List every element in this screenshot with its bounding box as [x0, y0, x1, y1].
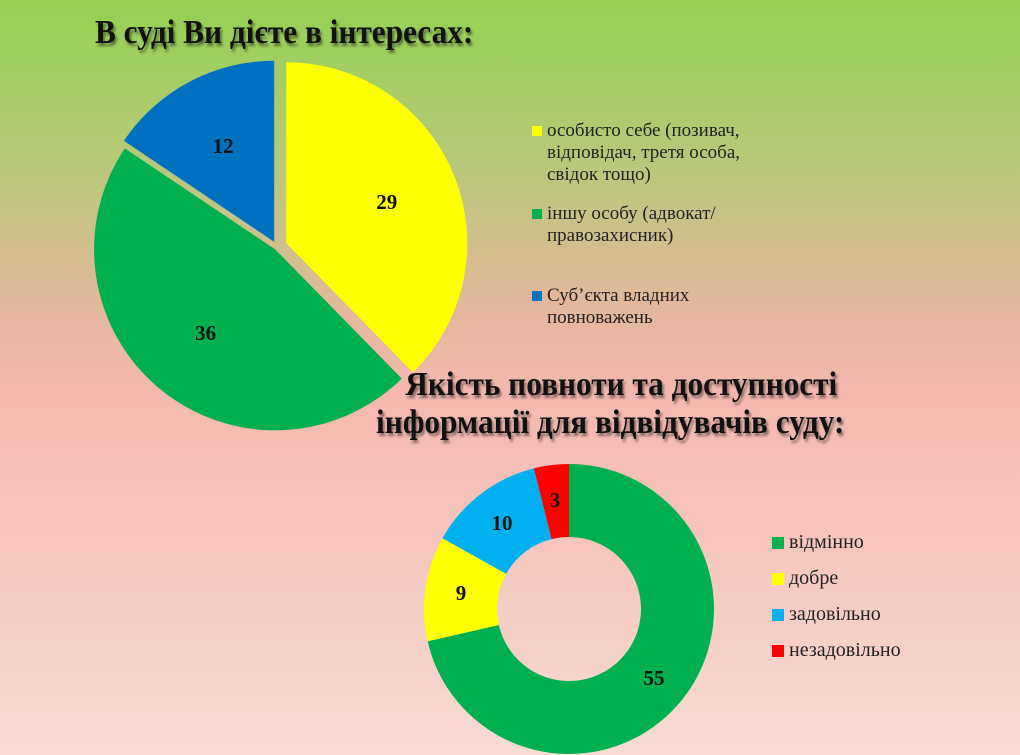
pie1-data-label-2: 12 — [213, 134, 234, 158]
chart1-title: В суді Ви дієте в інтересах: — [95, 14, 474, 51]
donut-slice-3 — [533, 464, 569, 540]
legend-label: Суб’єкта владних повноважень — [547, 285, 690, 328]
legend-swatch — [772, 537, 784, 549]
pie1-slice-0 — [286, 62, 468, 373]
legend-label: добре — [789, 567, 839, 589]
pie1-data-label-0: 29 — [376, 190, 397, 214]
pie1-slice-2 — [123, 60, 275, 242]
legend-label: задовільно — [789, 603, 881, 625]
chart1-legend-item-0: особисто себе (позивач, відповідач, трет… — [532, 120, 772, 186]
chart1-legend-item-2: Суб’єкта владних повноважень — [532, 285, 772, 329]
legend-label: іншу особу (адвокат/правозахисник) — [547, 203, 716, 246]
chart2-legend-item-1: добре — [772, 567, 838, 589]
donut-slice-1 — [424, 538, 507, 642]
donut-data-label-2: 10 — [492, 511, 513, 535]
chart2-title-line1: Якість повноти та доступності — [405, 366, 838, 403]
chart2-legend-item-3: незадовільно — [772, 639, 901, 661]
chart1-legend-item-1: іншу особу (адвокат/правозахисник) — [532, 203, 772, 247]
chart2-legend-item-0: відмінно — [772, 531, 864, 553]
donut-data-label-3: 3 — [550, 488, 561, 512]
legend-swatch — [772, 573, 784, 585]
legend-label: особисто себе (позивач, відповідач, трет… — [547, 120, 740, 185]
donut-data-label-1: 9 — [456, 581, 467, 605]
donut-data-label-0: 55 — [644, 666, 665, 690]
legend-swatch — [532, 126, 542, 136]
donut-slice-2 — [442, 468, 552, 574]
pie1-data-label-1: 36 — [195, 321, 216, 345]
legend-swatch — [532, 209, 542, 219]
legend-swatch — [532, 291, 542, 301]
legend-label: відмінно — [789, 531, 864, 553]
chart2-legend-item-2: задовільно — [772, 603, 881, 625]
legend-swatch — [772, 609, 784, 621]
legend-label: незадовільно — [789, 639, 901, 661]
donut-slice-0 — [427, 464, 715, 755]
chart2-title-line2: інформації для відвідувачів суду: — [376, 404, 845, 441]
chart2-title: Якість повноти та доступності інформації… — [376, 366, 844, 442]
pie1-slice-1 — [94, 148, 402, 431]
legend-swatch — [772, 645, 784, 657]
